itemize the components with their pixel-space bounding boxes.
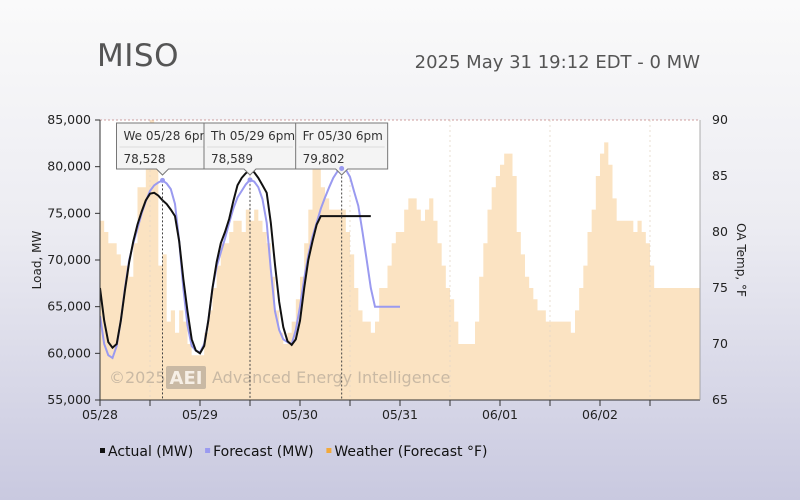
annotation-value: 78,528 — [124, 152, 166, 166]
annotation-label: We 05/28 6pm — [124, 129, 212, 143]
x-tick-label: 06/02 — [582, 407, 618, 422]
annotation-point — [339, 166, 345, 172]
annotation-tooltip: Th 05/29 6pm 78,589 — [203, 122, 297, 183]
x-tick-label: 06/01 — [482, 407, 518, 422]
y2-tick-label: 85 — [712, 168, 728, 183]
y2-tick-label: 80 — [712, 224, 728, 239]
y2-tick-label: 70 — [712, 336, 728, 351]
y-tick-label: 55,000 — [47, 392, 91, 407]
y2-tick-label: 65 — [712, 392, 728, 407]
legend-item[interactable]: Forecast (MW) — [205, 444, 314, 460]
watermark-logo: AEI — [170, 368, 203, 389]
y2-axis-title: OA Temp, °F — [734, 223, 748, 297]
annotation-tooltip: We 05/28 6pm 78,528 — [116, 122, 212, 183]
y-axis-title: Load, MW — [30, 231, 44, 290]
legend-swatch — [205, 448, 211, 453]
y-tick-label: 60,000 — [47, 345, 91, 360]
y-tick-label: 80,000 — [47, 159, 91, 174]
legend-item[interactable]: Actual (MW) — [100, 444, 193, 460]
y-tick-label: 75,000 — [47, 205, 91, 220]
y2-tick-label: 90 — [712, 112, 728, 127]
x-tick-label: 05/29 — [182, 407, 218, 422]
x-tick-label: 05/31 — [382, 407, 418, 422]
y-tick-label: 65,000 — [47, 299, 91, 314]
x-tick-label: 05/30 — [282, 407, 318, 422]
watermark-logo-box — [166, 366, 206, 389]
annotation-value: 78,589 — [211, 152, 253, 166]
y2-tick-label: 75 — [712, 280, 728, 295]
y-tick-label: 85,000 — [47, 112, 91, 127]
annotation-value: 79,802 — [303, 152, 345, 166]
legend-label: Actual (MW) — [108, 444, 193, 460]
annotation-label: Fr 05/30 6pm — [303, 129, 383, 143]
legend-item[interactable]: Weather (Forecast °F) — [326, 444, 487, 460]
annotation-label: Th 05/29 6pm — [210, 129, 295, 143]
legend-label: Forecast (MW) — [213, 444, 314, 460]
legend-label: Weather (Forecast °F) — [334, 444, 487, 460]
annotation-point — [247, 177, 253, 183]
annotation-tooltip: Fr 05/30 6pm 79,802 — [295, 122, 389, 176]
annotation-point — [160, 177, 165, 183]
legend-swatch — [100, 448, 105, 453]
legend-swatch — [326, 448, 332, 453]
watermark-copyright: ©2025 — [109, 368, 166, 387]
timestamp-subtitle: 2025 May 31 19:12 EDT - 0 MW — [414, 52, 700, 73]
watermark-company: Advanced Energy Intelligence — [212, 368, 450, 387]
actual-line — [100, 169, 371, 355]
y-tick-label: 70,000 — [47, 252, 91, 267]
x-tick-label: 05/28 — [82, 407, 118, 422]
annotation-box — [295, 122, 389, 176]
page-title: MISO — [97, 38, 179, 74]
